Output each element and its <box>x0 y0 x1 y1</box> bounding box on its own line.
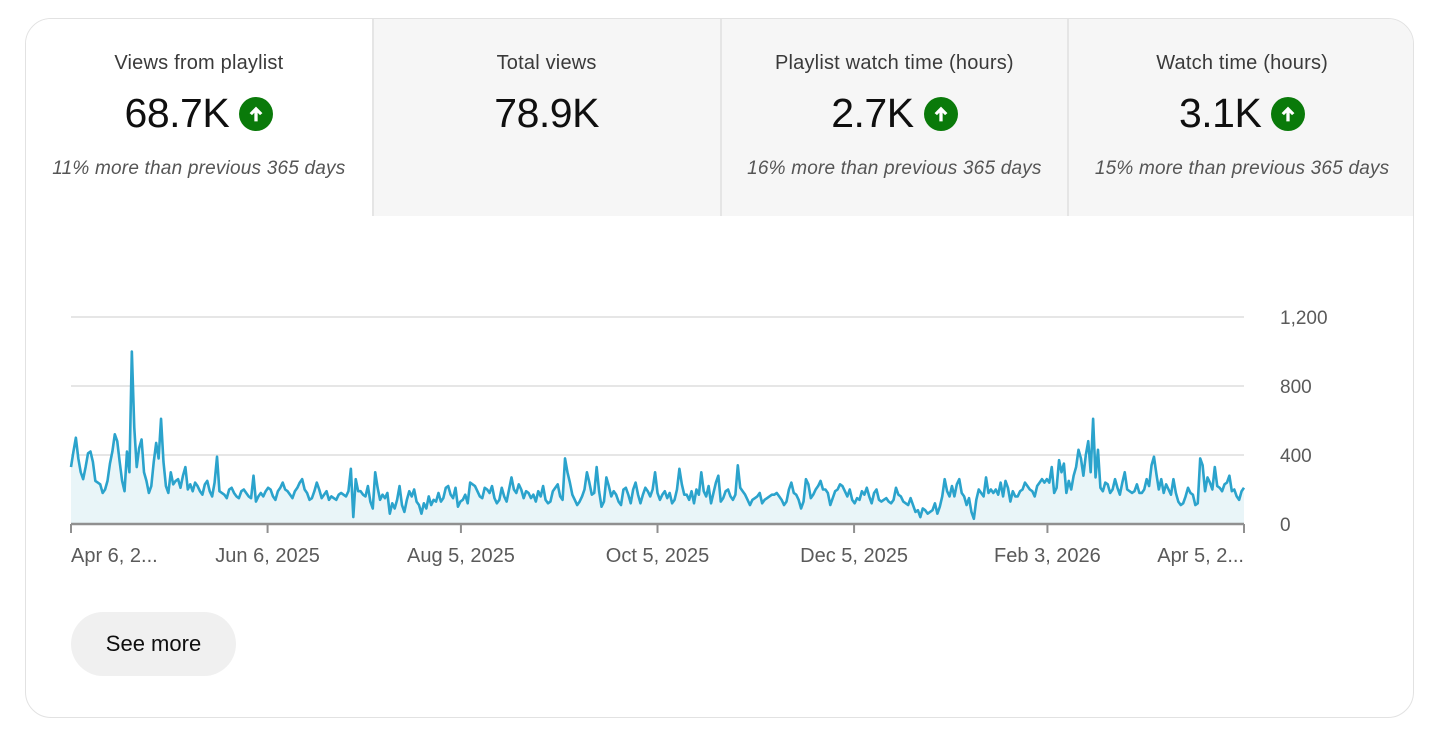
trend-up-arrow-icon <box>923 97 958 131</box>
metric-value-row: 78.9K <box>374 87 720 139</box>
metric-value: 68.7K <box>124 90 230 136</box>
metric-tabs: Views from playlist 68.7K 11% more than pr… <box>26 19 1413 216</box>
metric-value-row: 2.7K <box>722 87 1068 139</box>
metric-title: Playlist watch time (hours) <box>774 52 1014 74</box>
metric-value-row: 3.1K <box>1069 87 1413 139</box>
analytics-card: Views from playlist 68.7K 11% more than pr… <box>25 18 1414 718</box>
metric-value: 3.1K <box>1178 90 1262 136</box>
metric-value-row: 68.7K <box>26 87 372 139</box>
metric-title: Watch time (hours) <box>1156 52 1329 74</box>
x-tick-label: Dec 5, 2025 <box>800 545 908 567</box>
x-tick-label: Apr 5, 2... <box>1157 545 1244 567</box>
y-tick-label: 1,200 <box>1280 308 1328 329</box>
series-area <box>71 351 1244 524</box>
series-line <box>69 350 1246 521</box>
metric-value: 78.9K <box>494 90 599 136</box>
metric-title: Total views <box>496 52 597 74</box>
metric-tab-1[interactable]: Views from playlist 68.7K 11% more than pr… <box>26 19 372 216</box>
trend-up-arrow-icon <box>239 97 274 131</box>
metric-delta: 16% more than previous 365 days <box>747 158 1042 179</box>
metric-title: Views from playlist <box>114 52 284 74</box>
trend-up-arrow-icon <box>1271 97 1306 131</box>
x-tick-label: Aug 5, 2025 <box>407 545 515 567</box>
metric-value: 2.7K <box>831 90 914 136</box>
y-tick-label: 400 <box>1280 446 1312 467</box>
x-tick-label: Apr 6, 2... <box>71 545 158 567</box>
metric-tab-2[interactable]: Total views 78.9K <box>371 19 720 216</box>
metric-delta: 11% more than previous 365 days <box>52 158 346 179</box>
y-tick-label: 800 <box>1280 377 1312 398</box>
y-tick-label: 0 <box>1280 515 1291 536</box>
metric-delta: 15% more than previous 365 days <box>1094 158 1390 179</box>
x-tick-label: Feb 3, 2026 <box>994 545 1101 567</box>
x-tick-label: Oct 5, 2025 <box>606 545 709 567</box>
views-chart: 0 400 800 1,200 Apr 6, 2... Jun 6, 2025 Aug 5,… <box>69 308 1328 567</box>
see-more-button[interactable]: See more <box>71 612 236 676</box>
metric-tab-4[interactable]: Watch time (hours) 3.1K 15% more than prev… <box>1067 19 1413 216</box>
metric-tab-3[interactable]: Playlist watch time (hours) 2.7K 16% more … <box>719 19 1068 216</box>
x-tick-label: Jun 6, 2025 <box>215 545 320 567</box>
